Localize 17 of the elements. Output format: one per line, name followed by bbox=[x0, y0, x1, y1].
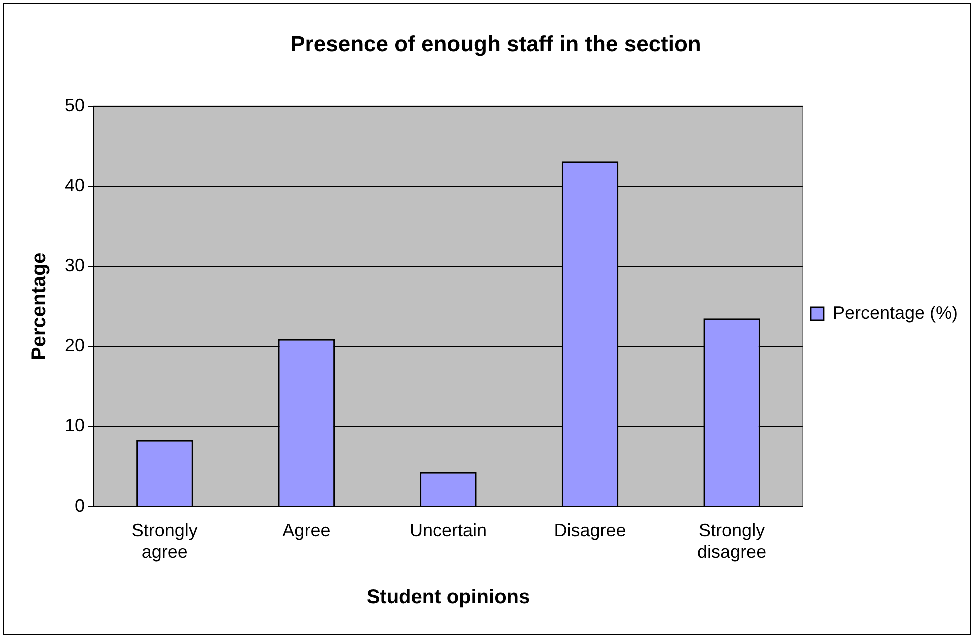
category-label: Strongly bbox=[699, 520, 766, 541]
category-label: Strongly bbox=[132, 520, 198, 541]
y-tick-label: 0 bbox=[75, 496, 86, 516]
chart-title: Presence of enough staff in the section bbox=[290, 31, 702, 56]
category-label: disagree bbox=[698, 542, 767, 562]
x-axis-title: Student opinions bbox=[366, 586, 530, 609]
x-tick-label: Disagree bbox=[554, 520, 626, 541]
x-tick-label: Agree bbox=[282, 520, 331, 541]
y-tick-label: 10 bbox=[64, 416, 86, 436]
y-tick-label: 50 bbox=[64, 95, 86, 116]
legend-label: Percentage (%) bbox=[832, 302, 958, 323]
category-label: agree bbox=[142, 542, 188, 562]
y-tick-label: 30 bbox=[64, 256, 86, 276]
y-tick-label: 20 bbox=[64, 336, 86, 356]
y-tick-label: 40 bbox=[64, 175, 86, 196]
x-tick-label: Uncertain bbox=[410, 520, 488, 541]
y-axis-title: Percentage bbox=[28, 252, 51, 361]
